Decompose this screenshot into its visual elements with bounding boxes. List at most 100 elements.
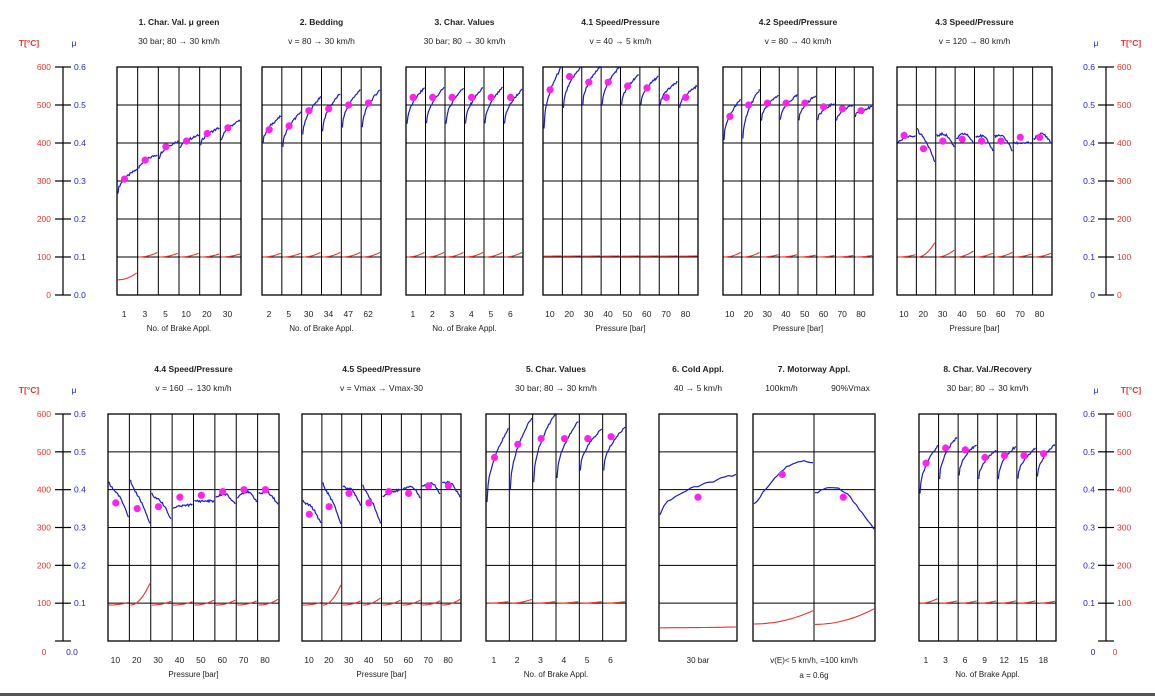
mu-curve-segment — [151, 492, 172, 520]
x-tick-label: 4 — [561, 655, 566, 665]
mu-tick-label: 0.4 — [1083, 138, 1095, 148]
x-tick-label: 40 — [364, 655, 374, 665]
x-axis-label: No. of Brake Appl. — [432, 324, 496, 333]
mu-mean-marker — [345, 101, 353, 109]
mu-mean-marker — [546, 86, 554, 94]
temp-tick-label: 600 — [37, 409, 51, 419]
temp-tick-label: 600 — [1117, 409, 1131, 419]
temp-curve-segment — [975, 252, 994, 258]
temp-curve-segment — [978, 600, 997, 604]
temp-curve-segment — [557, 601, 579, 604]
x-tick-label: 50 — [196, 655, 206, 665]
x-tick-label: 1 — [411, 309, 416, 319]
mu-mean-marker — [345, 489, 353, 497]
temp-tick-label: 0 — [1117, 290, 1122, 300]
mu-mean-marker — [726, 112, 734, 120]
chart-panel-p7: 7. Motorway Appl. 100km/h 90%Vmax v(E)< 5 k… — [752, 364, 876, 680]
x-tick-label: 30 — [153, 655, 163, 665]
x-tick-label: 2 — [267, 309, 272, 319]
temp-curve-segment — [215, 599, 236, 606]
x-tick-label: 80 — [681, 309, 691, 319]
panel-title: 3. Char. Values — [434, 17, 494, 27]
x-tick-label: 2 — [515, 655, 520, 665]
mu-curve-segment — [994, 134, 1013, 152]
mu-mean-marker — [997, 137, 1005, 145]
mu-mean-marker — [197, 491, 205, 499]
mu-tick-label: 0.3 — [74, 176, 86, 186]
mu-mean-marker — [1020, 452, 1028, 460]
mu-mean-marker — [560, 435, 569, 443]
mu-curve-segment — [172, 503, 193, 509]
temp-curve-segment — [533, 601, 556, 604]
temp-tick-label: 100 — [1117, 598, 1131, 608]
mu-mean-marker — [365, 499, 373, 507]
temp-curve-segment — [504, 251, 523, 258]
x-axis-label: v(E)< 5 km/h, =100 km/h — [770, 656, 858, 665]
page-bottom-rule — [0, 693, 1155, 696]
x-tick-label: 70 — [661, 309, 671, 319]
mu-tick-label: 0.5 — [74, 100, 86, 110]
mu-curve-segment — [302, 499, 322, 524]
temp-curve-segment — [580, 601, 602, 604]
temp-curve-segment — [258, 598, 279, 606]
mu-curve-segment — [815, 486, 875, 530]
mu-mean-marker — [565, 72, 574, 81]
temp-curve-segment — [761, 254, 779, 258]
panel-subtitle: 30 bar; 80 → 30 km/h — [515, 383, 597, 393]
mu-tick-label: 0.3 — [1083, 176, 1095, 186]
mu-mean-marker — [763, 99, 772, 107]
temp-curve-segment — [799, 254, 816, 258]
temp-curve-segment — [407, 251, 425, 258]
x-tick-label: 62 — [363, 309, 373, 319]
mu-mean-marker — [778, 470, 786, 479]
temp-curve-segment — [342, 251, 361, 258]
temp-curve-segment — [1033, 252, 1052, 258]
x-tick-label: 3 — [538, 655, 543, 665]
x-tick-label: 40 — [175, 655, 185, 665]
x-tick-label: 40 — [957, 309, 967, 319]
temp-tick-label: 400 — [1117, 485, 1131, 495]
mu-zero-label: 0 — [1091, 647, 1096, 657]
chart-panel-p1: 1. Char. Val. μ green 30 bar; 80 → 30 km/… — [116, 17, 242, 333]
x-tick-label: 6 — [508, 309, 513, 319]
temp-curve-segment — [402, 599, 421, 606]
mu-mean-marker — [585, 78, 593, 86]
x-tick-label: 5 — [286, 309, 291, 319]
x-tick-label: 60 — [217, 655, 227, 665]
mu-mean-marker — [133, 505, 141, 513]
temp-zero-label: 0 — [1113, 647, 1118, 657]
x-axis-label: No. of Brake Appl. — [955, 670, 1019, 679]
x-tick-label: 2 — [430, 309, 435, 319]
x-tick-label: 40 — [781, 309, 791, 319]
mu-mean-marker — [405, 489, 413, 497]
temp-curve-segment — [724, 251, 742, 258]
x-tick-label: 9 — [982, 655, 987, 665]
temp-axis-title: T[°C] — [1121, 385, 1142, 395]
chart-panel-p45: 4.5 Speed/Pressure v = Vmax → Vmax-30 10 20… — [301, 364, 462, 679]
x-tick-label: 1 — [491, 655, 496, 665]
mu-mean-marker — [584, 435, 592, 443]
panel-title: 4.1 Speed/Pressure — [581, 17, 660, 27]
mu-mean-marker — [182, 137, 191, 145]
temp-curve-segment — [446, 251, 464, 258]
mu-curve-segment — [194, 498, 215, 504]
mu-tick-label: 0.2 — [1083, 560, 1095, 570]
mu-mean-marker — [261, 486, 269, 494]
mu-tick-label: 0.1 — [1083, 252, 1095, 262]
mu-mean-marker — [490, 453, 499, 462]
x-axis-label: No. of Brake Appl. — [289, 324, 353, 333]
x-tick-label: 60 — [642, 309, 652, 319]
temp-curve-segment — [200, 253, 220, 258]
mu-mean-marker — [900, 131, 908, 139]
x-tick-label: 3 — [142, 309, 147, 319]
mu-mean-marker — [942, 444, 950, 452]
mu-mean-marker — [325, 503, 333, 511]
mu-curve-segment — [601, 66, 620, 105]
x-axis-label: No. of Brake Appl. — [147, 324, 211, 333]
x-tick-label: 10 — [111, 655, 121, 665]
panel-title: 4.3 Speed/Pressure — [935, 17, 1014, 27]
temp-curve-segment — [753, 610, 814, 625]
temp-curve-segment — [151, 600, 172, 606]
x-tick-label: 20 — [132, 655, 142, 665]
